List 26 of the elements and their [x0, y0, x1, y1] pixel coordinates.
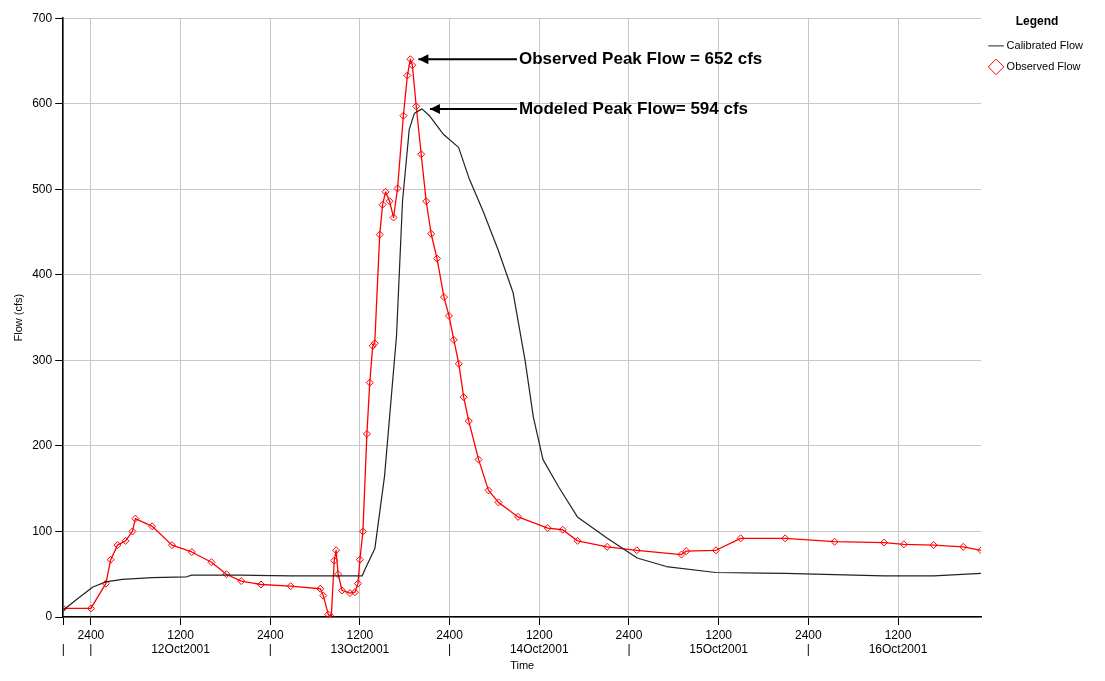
y-tick-label: 100 — [32, 523, 53, 538]
x-tick-label: 2400 | — [77, 627, 105, 656]
y-tick-label: 300 — [32, 352, 53, 367]
x-tick-label: 1200 13Oct2001 — [330, 627, 390, 656]
x-tick-label: 2400 | — [615, 627, 643, 656]
x-tick-label: 2400 | — [794, 627, 822, 656]
y-axis-title: Flow (cfs) — [11, 293, 24, 342]
x-tick-label: | — [61, 641, 65, 656]
y-tick-label: 400 — [32, 267, 53, 282]
y-tick-label: 200 — [32, 438, 53, 453]
y-tick-label: 600 — [32, 96, 53, 111]
x-axis-title: Time — [510, 659, 535, 672]
legend-label: Calibrated Flow — [1006, 38, 1084, 51]
y-tick-label: 700 — [32, 10, 53, 25]
y-tick-label: 0 — [45, 609, 53, 624]
annotation: Observed Peak Flow = 652 cfs — [518, 48, 763, 68]
x-tick-label: 1200 12Oct2001 — [151, 627, 211, 656]
legend-label: Observed Flow — [1006, 59, 1081, 72]
x-tick-label: 1200 15Oct2001 — [689, 627, 749, 656]
x-tick-label: 1200 16Oct2001 — [868, 627, 928, 656]
annotation: Modeled Peak Flow= 594 cfs — [518, 98, 749, 118]
legend-title: Legend — [1015, 14, 1059, 29]
x-tick-label: 2400 | — [436, 627, 464, 656]
x-tick-label: 1200 14Oct2001 — [509, 627, 569, 656]
y-tick-label: 500 — [32, 181, 53, 196]
x-tick-label: 2400 | — [256, 627, 284, 656]
